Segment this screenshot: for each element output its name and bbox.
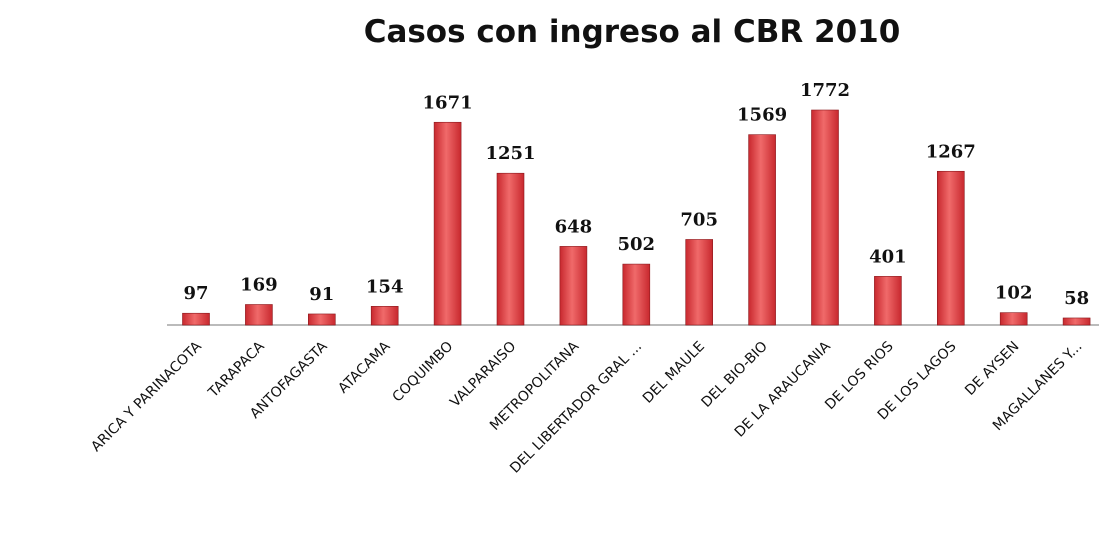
- bar: [245, 304, 273, 326]
- x-tick-label: DEL MAULE: [640, 339, 708, 407]
- bar: [622, 263, 651, 326]
- value-label: 58: [1064, 288, 1089, 309]
- bar: [433, 121, 462, 326]
- bar: [307, 313, 336, 326]
- value-label: 1251: [485, 143, 535, 164]
- bar: [936, 170, 965, 326]
- chart-title: Casos con ingreso al CBR 2010: [364, 14, 901, 50]
- value-label: 97: [183, 283, 208, 304]
- value-label: 154: [366, 276, 404, 297]
- bar: [748, 134, 776, 326]
- value-label: 102: [995, 283, 1033, 304]
- value-label: 91: [309, 284, 334, 305]
- value-label: 169: [240, 274, 278, 295]
- value-label: 1569: [737, 105, 787, 126]
- value-label: 1772: [800, 80, 850, 101]
- value-label: 401: [869, 246, 907, 267]
- bar: [1062, 317, 1091, 326]
- bar: [811, 109, 839, 326]
- value-label: 502: [618, 234, 656, 255]
- bar: [685, 239, 714, 326]
- bar: [559, 246, 588, 326]
- bar: [370, 306, 399, 326]
- value-label: 648: [555, 216, 593, 237]
- x-tick-label: DEL LIBERTADOR GRAL ...: [507, 339, 645, 477]
- bar: [999, 312, 1028, 326]
- value-label: 1671: [423, 92, 473, 113]
- x-tick-label: ATACAMA: [335, 338, 393, 396]
- x-tick-label: DE AYSEN: [962, 339, 1022, 399]
- bar: [496, 172, 525, 326]
- value-label: 1267: [926, 141, 976, 162]
- bar: [874, 276, 902, 326]
- bar: [182, 312, 210, 326]
- x-tick-label: COQUIMBO: [389, 339, 456, 406]
- x-tick-label: TARAPACA: [205, 338, 268, 401]
- value-label: 705: [680, 209, 718, 230]
- x-tick-label: ARICA Y PARINACOTA: [88, 338, 205, 455]
